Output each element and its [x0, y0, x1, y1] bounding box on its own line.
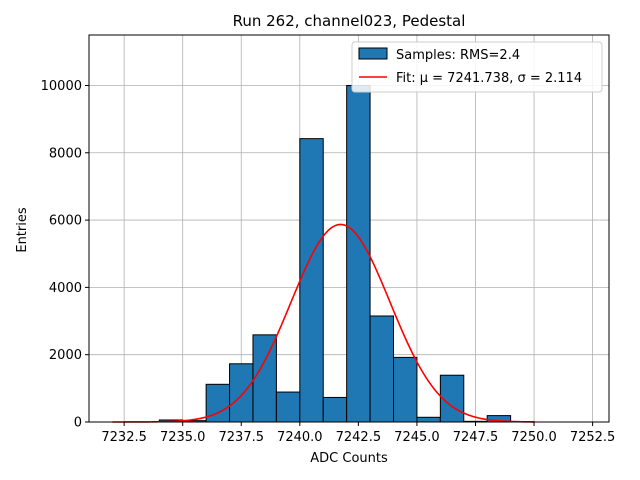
y-tick-label-3: 6000 — [49, 214, 82, 229]
histogram-bar-9 — [322, 396, 348, 423]
legend-label-fit: Fit: μ = 7241.738, σ = 2.114 — [396, 71, 582, 86]
histogram-bar-11 — [369, 315, 395, 423]
x-tick-label-8: 7252.5 — [570, 430, 616, 445]
x-axis-label: ADC Counts — [310, 451, 388, 466]
y-tick-label-2: 4000 — [49, 281, 82, 296]
y-tick-label-5: 10000 — [41, 79, 82, 94]
histogram-bar-10 — [346, 84, 371, 423]
x-tick-label-7: 7250.0 — [511, 430, 557, 445]
x-tick-label-4: 7242.5 — [336, 430, 382, 445]
chart-title: Run 262, channel023, Pedestal — [233, 12, 466, 30]
y-axis-label: Entries — [15, 207, 30, 253]
histogram-bar-7 — [275, 391, 301, 423]
x-tick-label-1: 7235.0 — [160, 430, 206, 445]
x-tick-label-6: 7247.5 — [453, 430, 499, 445]
y-axis-ticks: 0 2000 4000 6000 8000 10000 — [41, 79, 89, 431]
histogram-bar-12 — [393, 356, 418, 423]
y-tick-label-0: 0 — [74, 416, 82, 431]
x-tick-label-0: 7232.5 — [101, 430, 147, 445]
x-tick-label-2: 7237.5 — [219, 430, 265, 445]
x-tick-label-5: 7245.0 — [394, 430, 440, 445]
histogram-bar-5 — [229, 363, 254, 423]
fit-curve — [112, 223, 535, 423]
legend: Samples: RMS=2.4 Fit: μ = 7241.738, σ = … — [351, 41, 603, 93]
legend-bar-swatch — [358, 47, 388, 60]
plot-frame — [88, 34, 610, 423]
bars — [158, 84, 535, 423]
histogram-bar-6 — [252, 334, 277, 423]
y-tick-label-1: 2000 — [49, 348, 82, 363]
legend-box — [351, 41, 603, 93]
legend-label-samples: Samples: RMS=2.4 — [396, 48, 520, 63]
histogram-bar-13 — [416, 416, 441, 423]
x-axis-ticks: 7232.5 7235.0 7237.5 7240.0 7242.5 7245.0 7247… — [101, 422, 615, 445]
y-tick-label-4: 8000 — [49, 146, 82, 161]
x-tick-label-3: 7240.0 — [277, 430, 323, 445]
histogram-bar-8 — [299, 138, 324, 423]
